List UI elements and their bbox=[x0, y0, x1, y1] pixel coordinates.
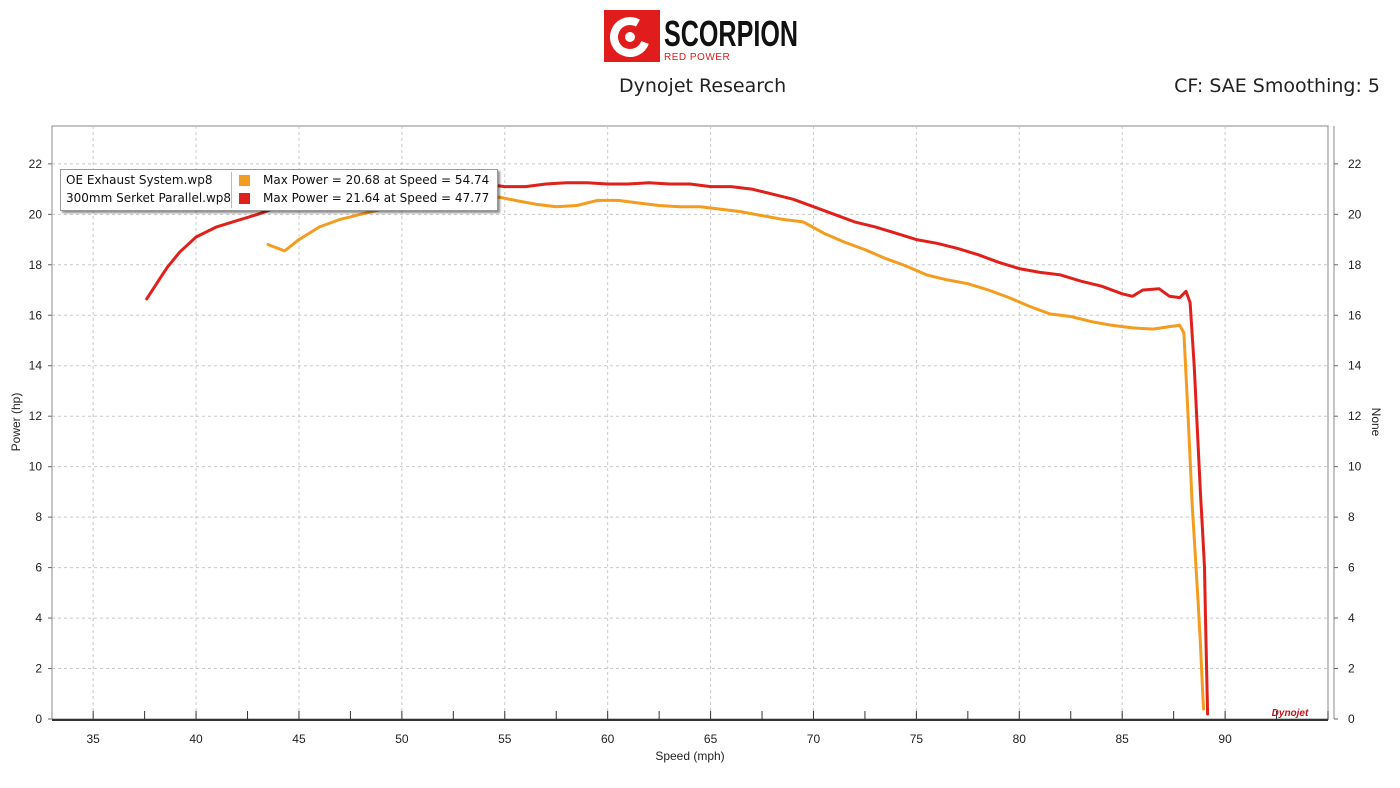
y-tick-label: 4 bbox=[35, 611, 42, 625]
scorpion-logo: SCORPION RED POWER bbox=[604, 10, 798, 63]
x-tick-label: 35 bbox=[86, 732, 100, 746]
legend-entry-serket: 300mm Serket Parallel.wp8 Max Power = 21… bbox=[61, 190, 497, 208]
x-tick-label: 55 bbox=[498, 732, 512, 746]
legend-max-power: Max Power = 21.64 at Speed = 47.77 bbox=[263, 191, 490, 205]
chart-header-title: Dynojet Research bbox=[619, 75, 787, 97]
y2-tick-label: 2 bbox=[1348, 662, 1355, 676]
chart-legend: OE Exhaust System.wp8 Max Power = 20.68 … bbox=[60, 169, 498, 211]
legend-file-name: OE Exhaust System.wp8 bbox=[66, 173, 213, 187]
y2-tick-label: 22 bbox=[1348, 157, 1362, 171]
y2-tick-label: 14 bbox=[1348, 359, 1362, 373]
y2-axis-label: None bbox=[1369, 408, 1383, 437]
y2-tick-label: 8 bbox=[1348, 510, 1355, 524]
y-tick-label: 22 bbox=[29, 157, 43, 171]
y2-tick-label: 0 bbox=[1348, 712, 1355, 726]
plot-area bbox=[51, 125, 1329, 720]
y2-tick-label: 18 bbox=[1348, 258, 1362, 272]
y-tick-label: 10 bbox=[29, 460, 43, 474]
legend-max-power: Max Power = 20.68 at Speed = 54.74 bbox=[263, 173, 490, 187]
x-tick-label: 90 bbox=[1218, 732, 1232, 746]
legend-entry-oe: OE Exhaust System.wp8 Max Power = 20.68 … bbox=[61, 172, 497, 190]
x-tick-label: 50 bbox=[395, 732, 409, 746]
x-tick-label: 85 bbox=[1116, 732, 1130, 746]
x-tick-label: 75 bbox=[910, 732, 924, 746]
y2-tick-label: 16 bbox=[1348, 308, 1362, 322]
x-tick-label: 40 bbox=[189, 732, 203, 746]
x-tick-label: 65 bbox=[704, 732, 718, 746]
legend-file-name: 300mm Serket Parallel.wp8 bbox=[66, 191, 232, 205]
y-tick-label: 18 bbox=[29, 258, 43, 272]
x-tick-label: 60 bbox=[601, 732, 615, 746]
y-tick-label: 14 bbox=[29, 359, 43, 373]
y-tick-label: 16 bbox=[29, 308, 43, 322]
legend-divider bbox=[231, 172, 232, 208]
logo-wordmark: SCORPION bbox=[664, 13, 798, 54]
y-tick-label: 12 bbox=[29, 409, 43, 423]
correction-factor-label: CF: SAE Smoothing: 5 bbox=[1174, 75, 1380, 97]
y-tick-label: 8 bbox=[35, 510, 42, 524]
y2-tick-label: 4 bbox=[1348, 611, 1355, 625]
y2-tick-label: 6 bbox=[1348, 561, 1355, 575]
x-axis-label: Speed (mph) bbox=[655, 749, 724, 763]
legend-swatch-red bbox=[239, 193, 250, 204]
y-tick-label: 2 bbox=[35, 662, 42, 676]
y-tick-label: 0 bbox=[35, 712, 42, 726]
x-tick-label: 45 bbox=[292, 732, 306, 746]
y-tick-label: 6 bbox=[35, 561, 42, 575]
y-tick-label: 20 bbox=[29, 207, 43, 221]
x-tick-label: 80 bbox=[1013, 732, 1027, 746]
logo-subtext: RED POWER bbox=[664, 52, 730, 63]
dynojet-watermark: Dynojet bbox=[1272, 708, 1309, 719]
y2-tick-label: 10 bbox=[1348, 460, 1362, 474]
y2-tick-label: 12 bbox=[1348, 409, 1362, 423]
y2-tick-label: 20 bbox=[1348, 207, 1362, 221]
legend-swatch-orange bbox=[239, 175, 250, 186]
y-axis-label: Power (hp) bbox=[9, 393, 23, 452]
x-tick-label: 70 bbox=[807, 732, 821, 746]
